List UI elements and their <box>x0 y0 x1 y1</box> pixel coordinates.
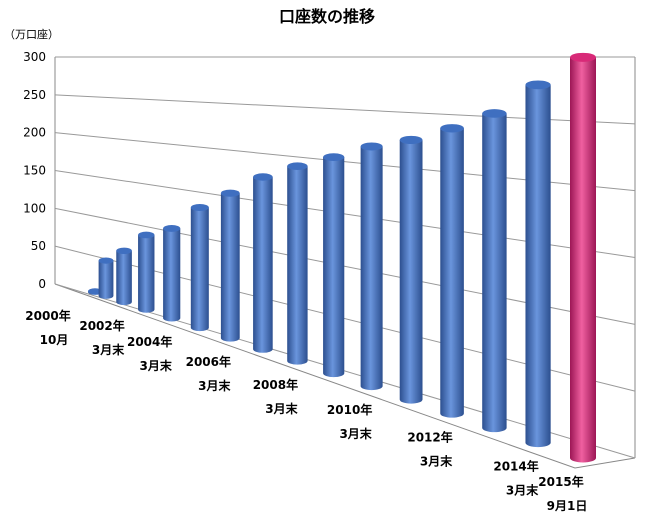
bar <box>116 250 132 306</box>
bar <box>482 113 507 433</box>
y-tick-label: 0 <box>38 277 46 291</box>
bar <box>525 84 551 448</box>
x-tick-label: 2010年 <box>327 402 372 417</box>
bar <box>138 234 155 313</box>
x-tick-label: 3月末 <box>140 358 173 373</box>
x-tick-label: 3月末 <box>92 342 125 357</box>
x-tick-label: 3月末 <box>265 401 298 416</box>
bar-top <box>399 135 423 145</box>
bar-top <box>98 257 114 264</box>
x-tick-label: 2012年 <box>407 429 452 444</box>
y-tick-label: 300 <box>23 50 46 64</box>
bar <box>323 157 345 378</box>
bar-top <box>138 231 155 239</box>
x-tick-label: 2002年 <box>79 318 124 333</box>
bar-top <box>190 204 209 212</box>
bar-top <box>220 189 240 197</box>
bar <box>98 260 114 299</box>
x-tick-label: 10月 <box>40 333 69 347</box>
x-tick-label: 2014年 <box>493 459 538 474</box>
y-tick-label: 250 <box>23 88 46 102</box>
bar-top <box>116 247 132 255</box>
bar <box>163 228 181 322</box>
bar-top <box>88 288 102 295</box>
floor-edge <box>54 283 636 469</box>
bar <box>360 146 383 391</box>
x-tick-label: 3月末 <box>420 453 453 468</box>
bar-top <box>163 225 181 232</box>
y-tick-label: 50 <box>31 239 46 253</box>
bar-top <box>570 52 596 62</box>
bar <box>287 166 308 365</box>
x-tick-label: 9月1日 <box>547 499 588 513</box>
y-tick-label: 150 <box>23 164 46 178</box>
bar-top <box>482 109 507 118</box>
x-tick-label: 2015年 <box>538 474 583 489</box>
x-tick-label: 2008年 <box>253 377 298 392</box>
bar-top <box>253 173 273 181</box>
bar <box>440 128 464 418</box>
x-tick-label: 3月末 <box>506 483 539 498</box>
y-unit: （万口座） <box>4 27 59 41</box>
y-tick-label: 200 <box>23 126 46 140</box>
x-tick-label: 3月末 <box>198 378 231 393</box>
bar <box>570 57 596 463</box>
x-tick-label: 3月末 <box>339 426 372 441</box>
bar-top <box>440 124 464 133</box>
bar-top <box>360 142 383 151</box>
y-tick-label: 100 <box>23 201 46 215</box>
chart-title: 口座数の推移 <box>279 7 375 26</box>
bar-top <box>525 80 551 90</box>
bar-top <box>323 153 345 162</box>
x-tick-label: 2000年 <box>25 308 70 323</box>
x-tick-label: 2006年 <box>186 354 231 369</box>
bar <box>190 207 209 332</box>
bar <box>253 176 273 353</box>
x-tick-label: 2004年 <box>127 334 172 349</box>
bar <box>220 193 240 342</box>
bar <box>399 139 423 404</box>
bar-top <box>287 162 308 171</box>
